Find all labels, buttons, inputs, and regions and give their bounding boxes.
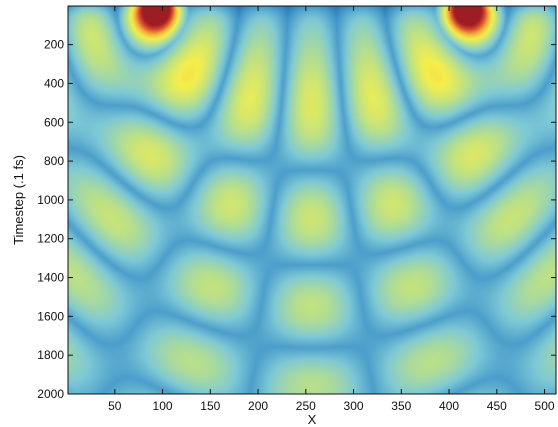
y-tick-label: 400 <box>44 76 64 90</box>
y-tick-label: 1800 <box>37 348 64 362</box>
heatmap-image <box>68 6 556 394</box>
x-tick-label: 250 <box>296 399 316 413</box>
y-tick-label: 1600 <box>37 309 64 323</box>
y-axis-label: Timestep (.1 fs) <box>11 155 26 245</box>
y-tick-label: 2000 <box>37 387 64 401</box>
x-tick-label: 150 <box>200 399 220 413</box>
x-tick-label: 350 <box>391 399 411 413</box>
y-tick-label: 1400 <box>37 271 64 285</box>
x-axis-label: X <box>308 412 317 427</box>
x-tick-label: 200 <box>248 399 268 413</box>
y-tick-label: 1000 <box>37 193 64 207</box>
y-tick-label: 200 <box>44 38 64 52</box>
x-axis: 50 100 150 200 250 300 350 400 450 500 <box>108 6 555 413</box>
x-tick-label: 100 <box>153 399 173 413</box>
x-tick-label: 300 <box>344 399 364 413</box>
x-tick-label: 50 <box>108 399 122 413</box>
y-tick-label: 1200 <box>37 232 64 246</box>
x-tick-label: 450 <box>487 399 507 413</box>
plot-area <box>68 6 556 394</box>
y-tick-label: 600 <box>44 115 64 129</box>
y-tick-label: 800 <box>44 154 64 168</box>
x-tick-label: 400 <box>439 399 459 413</box>
x-tick-label: 500 <box>535 399 555 413</box>
y-axis: 200 400 600 800 1000 1200 1400 1600 1800 2000 <box>37 38 556 401</box>
